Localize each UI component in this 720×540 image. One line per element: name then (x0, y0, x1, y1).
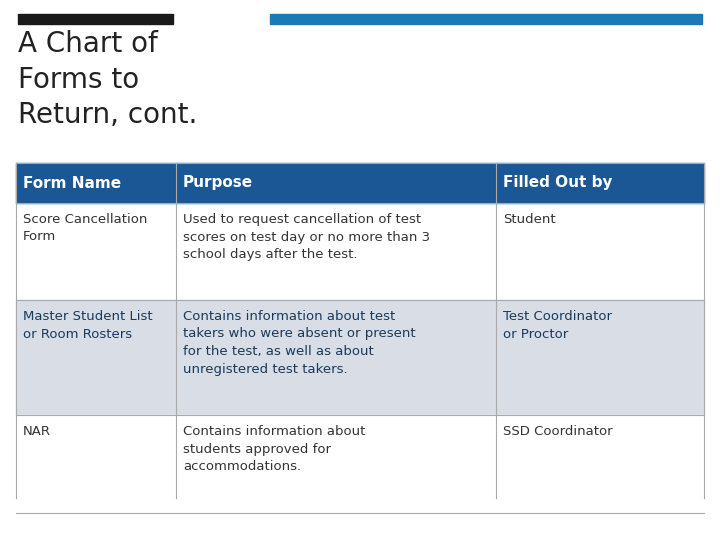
Text: Master Student List
or Room Rosters: Master Student List or Room Rosters (23, 310, 153, 341)
Bar (16, 415, 704, 513)
Text: Form Name: Form Name (23, 176, 121, 191)
Text: Purpose: Purpose (183, 176, 253, 191)
Text: Filled Out by: Filled Out by (503, 176, 613, 191)
Text: SSD Coordinator: SSD Coordinator (503, 425, 613, 438)
Bar (18, 14, 173, 24)
Text: NAR: NAR (23, 425, 51, 438)
Text: Student: Student (503, 213, 556, 226)
Bar (270, 14, 702, 24)
Bar (16, 203, 704, 300)
Text: A Chart of
Forms to
Return, cont.: A Chart of Forms to Return, cont. (18, 30, 197, 130)
Text: Used to request cancellation of test
scores on test day or no more than 3
school: Used to request cancellation of test sco… (183, 213, 430, 261)
Text: Score Cancellation
Form: Score Cancellation Form (23, 213, 148, 244)
Text: Contains information about test
takers who were absent or present
for the test, : Contains information about test takers w… (183, 310, 415, 375)
Text: Contains information about
students approved for
accommodations.: Contains information about students appr… (183, 425, 365, 473)
Bar (16, 163, 704, 203)
Text: Test Coordinator
or Proctor: Test Coordinator or Proctor (503, 310, 612, 341)
Bar (16, 300, 704, 415)
